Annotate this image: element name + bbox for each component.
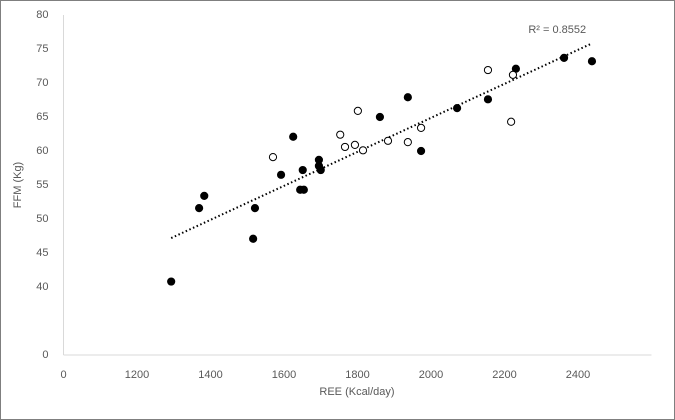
y-tick-label: 40 bbox=[36, 281, 48, 293]
data-point bbox=[276, 170, 286, 179]
y-tick-label: 45 bbox=[36, 247, 48, 259]
data-point bbox=[559, 53, 569, 62]
x-tick-label: 1200 bbox=[125, 369, 149, 381]
data-point bbox=[507, 117, 516, 126]
data-point bbox=[167, 277, 176, 286]
data-point bbox=[249, 234, 258, 243]
x-tick-label: 2000 bbox=[419, 369, 443, 381]
data-point bbox=[336, 130, 345, 139]
y-tick-label: 0 bbox=[42, 349, 48, 361]
x-tick-label: 1400 bbox=[198, 369, 222, 381]
data-point bbox=[483, 95, 493, 104]
trendline bbox=[170, 43, 591, 239]
data-point bbox=[403, 138, 412, 147]
data-point bbox=[452, 104, 462, 113]
y-tick-label: 80 bbox=[36, 9, 48, 21]
data-point bbox=[483, 65, 493, 75]
data-point bbox=[250, 204, 260, 213]
r-squared-label: R² = 0.8552 bbox=[528, 24, 586, 36]
x-axis-label: REE (Kcal/day) bbox=[319, 386, 394, 398]
data-point bbox=[403, 93, 412, 102]
data-point bbox=[268, 153, 278, 162]
y-tick-label: 50 bbox=[36, 213, 48, 225]
y-tick-label: 65 bbox=[36, 111, 48, 123]
x-tick-label: 2400 bbox=[566, 369, 590, 381]
data-point bbox=[316, 165, 325, 175]
data-point bbox=[340, 142, 350, 152]
x-tick-label: 2200 bbox=[492, 369, 516, 381]
x-tick-label: 1600 bbox=[272, 369, 296, 381]
data-point bbox=[195, 204, 204, 213]
data-point bbox=[298, 165, 307, 175]
data-point bbox=[587, 57, 597, 66]
y-axis-label: FFM (Kg) bbox=[12, 162, 24, 208]
y-tick-label: 70 bbox=[36, 77, 48, 89]
data-point bbox=[200, 191, 209, 200]
data-point bbox=[350, 140, 360, 149]
data-point bbox=[375, 112, 385, 122]
y-tick-label: 75 bbox=[36, 43, 48, 55]
x-tick-label: 0 bbox=[60, 369, 66, 381]
data-point bbox=[299, 185, 308, 194]
data-point bbox=[416, 123, 426, 132]
x-tick-label: 1800 bbox=[345, 369, 369, 381]
data-point bbox=[358, 146, 368, 155]
data-point bbox=[383, 136, 393, 145]
data-point bbox=[508, 70, 518, 79]
y-tick-label: 55 bbox=[36, 179, 48, 191]
data-point bbox=[353, 106, 362, 115]
data-point bbox=[416, 146, 426, 156]
data-point bbox=[289, 132, 298, 141]
y-tick-label: 60 bbox=[36, 145, 48, 157]
